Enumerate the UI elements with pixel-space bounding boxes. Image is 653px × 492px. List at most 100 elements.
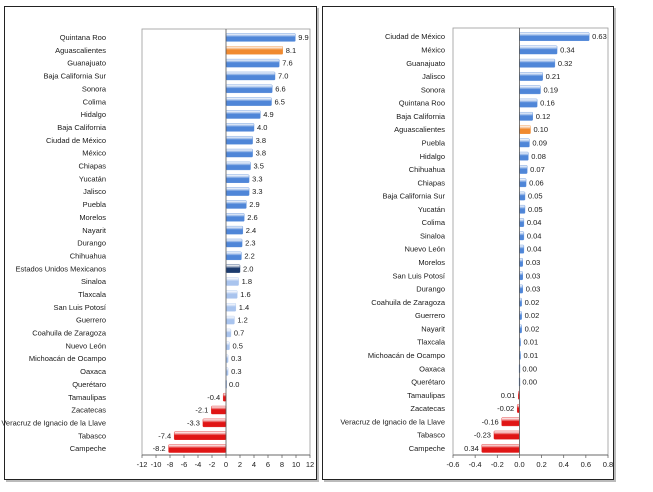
- right-category-label: Sinaloa: [420, 231, 446, 240]
- left-data-label: -7.4: [158, 431, 171, 440]
- left-tick-label: 2: [238, 460, 242, 469]
- right-category-label: Coahuila de Zaragoza: [371, 298, 446, 307]
- right-data-label: 0.34: [464, 444, 479, 453]
- right-category-label: Aguascalientes: [394, 125, 445, 134]
- left-tick-label: 0: [224, 460, 228, 469]
- right-tick-label: 0.6: [581, 460, 591, 469]
- left-tick-label: 10: [292, 460, 300, 469]
- left-category-label: Tamaulipas: [68, 393, 106, 402]
- right-bar: [519, 85, 541, 95]
- right-bar: [519, 191, 526, 201]
- left-bar: [202, 418, 227, 428]
- left-category-label: Sinaloa: [81, 277, 107, 286]
- right-data-label: 0.02: [525, 298, 540, 307]
- right-bar: [519, 244, 525, 254]
- left-category-label: Durango: [77, 239, 106, 248]
- left-bar: [225, 58, 280, 68]
- right-category-label: Michoacán de Ocampo: [368, 351, 445, 360]
- right-data-label: 0.10: [534, 125, 549, 134]
- right-data-label: 0.03: [526, 285, 541, 294]
- left-data-label: 2.2: [244, 251, 254, 260]
- left-category-label: Colima: [83, 97, 107, 106]
- left-data-label: 6.5: [275, 97, 285, 106]
- left-data-label: 7.6: [282, 59, 292, 68]
- left-category-label: Yucatán: [79, 174, 106, 183]
- left-category-label: Guerrero: [76, 316, 106, 325]
- right-data-label: 0.05: [528, 205, 543, 214]
- left-bar: [225, 315, 235, 325]
- left-bar: [225, 251, 242, 261]
- right-bar: [519, 32, 590, 41]
- right-bar: [519, 284, 523, 294]
- right-category-label: Colima: [422, 218, 446, 227]
- left-tick-label: -10: [151, 460, 162, 469]
- left-bar: [225, 225, 243, 235]
- left-bar: [225, 71, 276, 81]
- left-bar: [225, 290, 238, 299]
- left-category-label: Estados Unidos Mexicanos: [16, 264, 107, 273]
- left-data-label: -8.2: [153, 444, 166, 453]
- right-category-label: Baja California: [396, 112, 446, 121]
- right-category-label: Jalisco: [422, 72, 445, 81]
- left-bar: [225, 33, 296, 42]
- right-data-label: 0.02: [525, 311, 540, 320]
- left-category-label: Tlaxcala: [78, 290, 107, 299]
- right-category-label: Oaxaca: [419, 364, 446, 373]
- right-tick-label: 0.8: [603, 460, 613, 469]
- right-category-label: Nuevo León: [405, 245, 445, 254]
- left-category-label: Puebla: [83, 200, 107, 209]
- left-data-label: 1.4: [239, 303, 249, 312]
- left-bar: [225, 213, 245, 222]
- right-data-label: 0.34: [560, 46, 575, 55]
- left-bar: [225, 174, 250, 183]
- left-data-label: 8.1: [286, 46, 296, 55]
- right-data-label: -0.16: [482, 417, 499, 426]
- right-tick-label: -0.2: [491, 460, 504, 469]
- left-tick-label: -4: [195, 460, 202, 469]
- right-data-label: 0.01: [524, 338, 539, 347]
- left-bar: [225, 148, 253, 158]
- left-tick-label: -2: [209, 460, 216, 469]
- left-bar: [225, 303, 237, 312]
- right-chart-panel: Ciudad de México 0.63 México 0.34 Guanajuato…: [322, 6, 614, 480]
- left-tick-label: -12: [137, 460, 148, 469]
- left-data-label: 0.0: [229, 380, 239, 389]
- right-category-label: Chiapas: [417, 178, 445, 187]
- right-data-label: 0.21: [546, 72, 561, 81]
- right-data-label: 0.00: [522, 364, 537, 373]
- right-data-label: -0.02: [497, 404, 514, 413]
- right-bar: [519, 45, 558, 55]
- left-bar: [173, 431, 227, 440]
- left-category-label: Michoacán de Ocampo: [29, 354, 106, 363]
- right-tick-label: 0.2: [536, 460, 546, 469]
- right-category-label: Veracruz de Ignacio de la Llave: [340, 417, 445, 426]
- left-data-label: 3.8: [256, 136, 266, 145]
- left-category-label: Sonora: [82, 84, 107, 93]
- right-data-label: 0.09: [532, 138, 547, 147]
- left-data-label: 0.3: [231, 354, 241, 363]
- left-bar: [168, 444, 227, 453]
- left-category-label: Nuevo León: [66, 341, 106, 350]
- left-bar-chart: Quintana Roo 9.9 Aguascalientes 8.1 Guanajua…: [1, 28, 314, 469]
- left-tick-label: 12: [306, 460, 314, 469]
- left-bar: [225, 97, 272, 106]
- right-data-label: 0.07: [530, 165, 545, 174]
- right-category-label: Morelos: [418, 258, 445, 267]
- right-data-label: 0.12: [536, 112, 551, 121]
- left-tick-label: -8: [167, 460, 174, 469]
- right-data-label: 0.01: [501, 391, 516, 400]
- right-data-label: 0.06: [529, 178, 544, 187]
- right-bar: [519, 72, 543, 81]
- left-category-label: Chiapas: [78, 162, 106, 171]
- left-data-label: 7.0: [278, 72, 288, 81]
- right-category-label: México: [421, 46, 445, 55]
- left-category-label: Baja California: [57, 123, 107, 132]
- left-data-label: 2.9: [249, 200, 259, 209]
- right-bar: [493, 430, 520, 440]
- right-tick-label: 0.4: [558, 460, 568, 469]
- right-bar: [519, 138, 530, 148]
- right-bar: [519, 98, 538, 108]
- right-data-label: 0.08: [531, 152, 546, 161]
- left-category-label: Tabasco: [78, 431, 106, 440]
- right-bar: [519, 151, 529, 161]
